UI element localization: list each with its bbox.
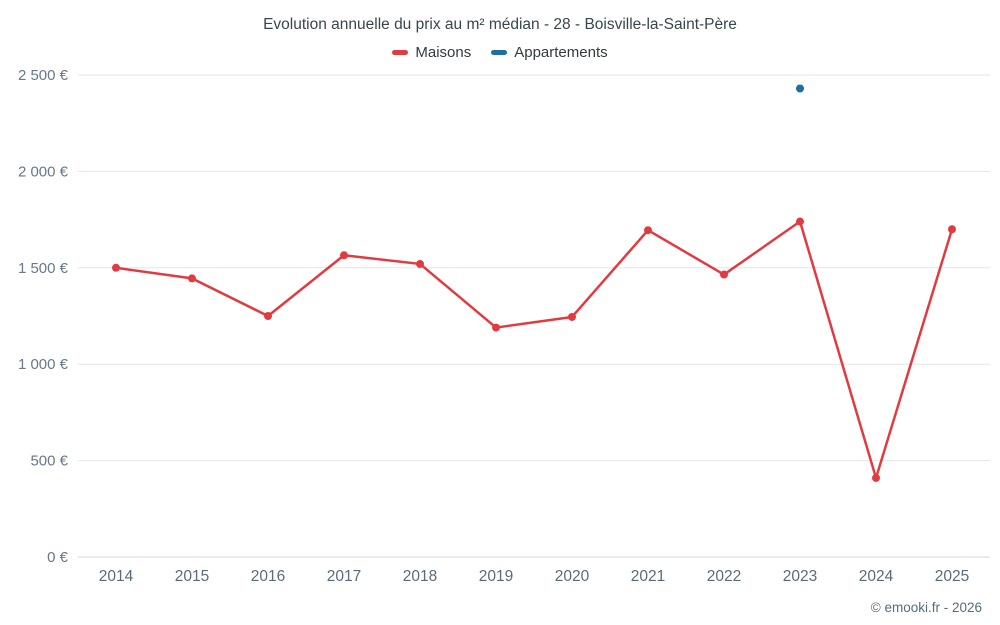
svg-text:2016: 2016 (251, 568, 285, 585)
svg-text:1 000 €: 1 000 € (18, 356, 69, 373)
svg-text:2020: 2020 (555, 568, 590, 585)
svg-text:2015: 2015 (175, 568, 209, 585)
svg-text:2 000 €: 2 000 € (18, 163, 69, 180)
legend-label-appartements: Appartements (514, 44, 608, 61)
svg-text:2022: 2022 (707, 568, 741, 585)
svg-text:2024: 2024 (859, 568, 894, 585)
legend-label-maisons: Maisons (415, 44, 472, 61)
chart-title: Evolution annuelle du prix au m² médian … (263, 16, 737, 33)
svg-text:2025: 2025 (935, 568, 969, 585)
appartements-series-swatch (491, 50, 508, 55)
legend-item-appartements[interactable]: Appartements (491, 44, 608, 61)
svg-text:2023: 2023 (783, 568, 817, 585)
svg-text:1 500 €: 1 500 € (18, 260, 69, 277)
svg-text:2014: 2014 (99, 568, 134, 585)
svg-text:2019: 2019 (479, 568, 513, 585)
legend-item-maisons[interactable]: Maisons (392, 44, 471, 61)
svg-text:2018: 2018 (403, 568, 437, 585)
copyright-text: © emooki.fr - 2026 (870, 600, 982, 615)
legend: Maisons Appartements (0, 44, 1000, 61)
maisons-series-swatch (392, 50, 409, 55)
svg-text:500 €: 500 € (30, 453, 68, 470)
svg-text:2 500 €: 2 500 € (18, 67, 69, 84)
svg-text:2021: 2021 (631, 568, 665, 585)
svg-text:2017: 2017 (327, 568, 361, 585)
svg-text:0 €: 0 € (47, 549, 69, 566)
